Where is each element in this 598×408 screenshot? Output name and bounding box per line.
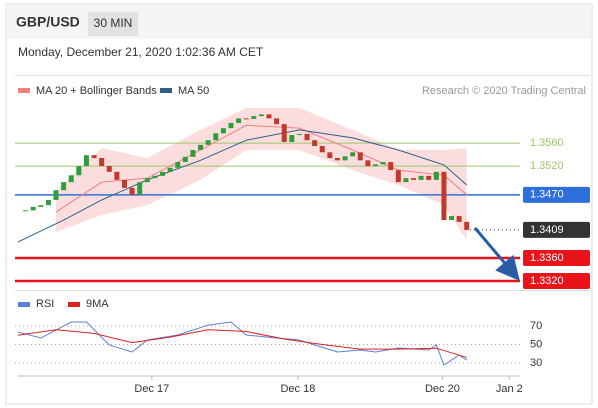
candle: [258, 114, 264, 117]
candle: [175, 162, 181, 168]
level-label: 1.3470: [530, 189, 564, 201]
candle: [91, 155, 97, 159]
candle: [182, 156, 188, 163]
candle: [23, 210, 29, 212]
candle: [144, 178, 150, 183]
candle: [243, 118, 249, 120]
candle: [289, 135, 295, 142]
level-label: 1.3409: [530, 224, 564, 236]
candle: [334, 158, 340, 161]
candle: [114, 171, 120, 180]
candle: [45, 199, 51, 206]
candle: [76, 166, 82, 176]
candle: [99, 158, 105, 167]
legend-swatch: [18, 302, 30, 307]
interval-badge: [88, 12, 138, 36]
candle: [30, 206, 36, 211]
candle: [167, 167, 173, 172]
candle: [228, 122, 234, 129]
candle: [319, 145, 325, 153]
candle: [342, 156, 348, 161]
candle: [83, 155, 89, 167]
x-tick-label: Jan 2: [496, 383, 523, 395]
candle: [388, 162, 394, 171]
level-label: 1.3320: [530, 275, 564, 287]
candle: [327, 152, 333, 159]
candle: [350, 152, 356, 157]
candle: [106, 166, 112, 172]
candle: [403, 178, 409, 183]
candle: [53, 190, 59, 200]
moving-average: [17, 129, 468, 243]
candle: [236, 118, 242, 123]
candle: [274, 118, 280, 125]
candle: [251, 116, 257, 119]
legend-label: MA 50: [178, 85, 209, 97]
candle: [152, 175, 158, 179]
candle: [456, 216, 462, 222]
candle: [68, 175, 74, 183]
level-label: 1.3360: [530, 252, 564, 264]
candle: [304, 133, 310, 141]
series-line: [17, 329, 467, 358]
x-tick-label: Dec 20: [425, 383, 460, 395]
legend-label: MA 20 + Bollinger Bands: [36, 85, 157, 97]
candle: [357, 152, 363, 161]
candle: [160, 171, 166, 176]
y-tick-label: 70: [530, 320, 542, 332]
candle: [198, 144, 204, 150]
candle: [121, 179, 127, 188]
symbol: GBP/USD: [16, 14, 80, 30]
candle: [213, 133, 219, 141]
level-box: [523, 273, 590, 290]
y-tick-label: 50: [530, 338, 542, 350]
legend-label: RSI: [36, 298, 54, 310]
candle: [296, 133, 302, 136]
forecast-arrow: [473, 227, 520, 281]
candle: [129, 187, 135, 195]
level-box: [523, 250, 590, 267]
timestamp: Monday, December 21, 2020 1:02:36 AM CET: [18, 45, 264, 59]
divider: [15, 75, 590, 76]
candle: [464, 221, 470, 230]
level-box: [523, 221, 590, 238]
legend-swatch: [160, 88, 172, 93]
legend-swatch: [68, 302, 80, 307]
legend-label: 9MA: [86, 298, 109, 310]
candle: [205, 140, 211, 145]
candle: [137, 182, 143, 195]
x-tick-label: Dec 17: [134, 383, 169, 395]
candle: [281, 124, 287, 142]
source: Research © 2020 Trading Central: [422, 85, 586, 97]
candle: [395, 170, 401, 183]
level-label: 1.3520: [530, 160, 564, 172]
candle: [190, 149, 196, 157]
candle: [372, 164, 378, 167]
level-label: 1.3560: [530, 137, 564, 149]
y-tick-label: 30: [530, 357, 542, 369]
divider: [15, 290, 590, 291]
candle: [418, 175, 424, 180]
candle: [220, 128, 226, 134]
interval: 30 MIN: [94, 16, 133, 30]
level-box: [523, 186, 590, 203]
candle: [426, 175, 432, 180]
candle: [411, 178, 417, 180]
candle: [38, 205, 44, 207]
candle: [61, 182, 67, 191]
candle: [266, 114, 272, 119]
candle: [441, 171, 447, 221]
legend-swatch: [18, 88, 30, 93]
candle: [380, 162, 386, 165]
x-tick-label: Dec 18: [280, 383, 315, 395]
candle: [433, 171, 439, 180]
candle: [312, 140, 318, 146]
candle: [365, 160, 371, 167]
candle: [449, 216, 455, 221]
